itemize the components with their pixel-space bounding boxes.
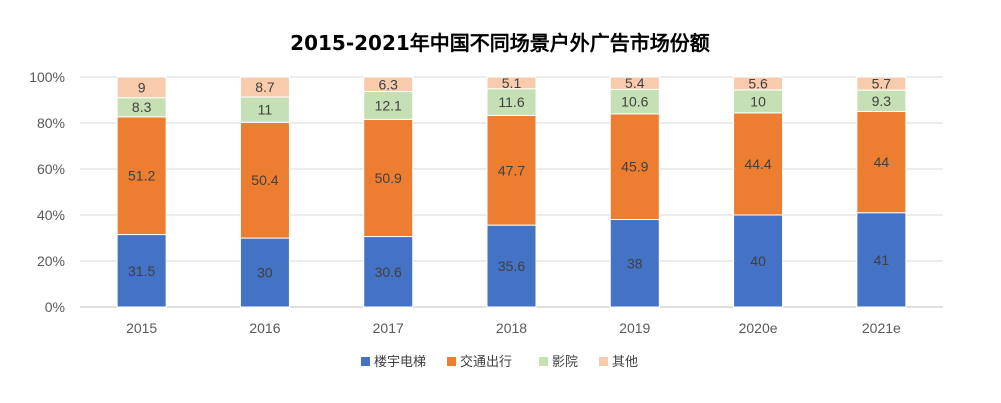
data-label: 10.6 — [621, 94, 648, 110]
y-tick-label: 0% — [45, 299, 65, 315]
bar-segment — [609, 88, 660, 115]
x-tick-label: 2017 — [373, 320, 404, 336]
legend-swatch — [599, 357, 608, 366]
bar-segment — [116, 76, 167, 99]
data-label: 40 — [750, 253, 766, 269]
bar-segment — [486, 224, 537, 308]
data-label: 35.6 — [498, 258, 525, 274]
legend-swatch — [539, 357, 548, 366]
bar-segment — [733, 214, 784, 308]
bar-segment — [239, 96, 290, 123]
data-label: 9 — [138, 79, 146, 95]
data-label: 9.3 — [872, 93, 892, 109]
data-label: 44.4 — [744, 156, 771, 172]
bar-segment — [116, 116, 167, 236]
data-label: 50.9 — [375, 170, 402, 186]
bar-segment — [116, 234, 167, 308]
legend-label: 交通出行 — [460, 354, 512, 370]
legend-swatch — [447, 357, 456, 366]
legend: 楼宇电梯 交通出行 影院 其他 — [361, 354, 638, 370]
bar-segment — [856, 76, 907, 91]
legend-label: 其他 — [612, 355, 638, 370]
bar-segment — [609, 76, 660, 90]
data-label: 11 — [258, 102, 273, 118]
y-tick-label: 20% — [37, 253, 65, 269]
chart-title: 2015-2021年中国不同场景户外广告市场份额 — [290, 31, 710, 55]
bar-segment — [733, 112, 784, 216]
bar-segment — [733, 76, 784, 91]
x-tick-label: 2021e — [862, 320, 901, 336]
data-label: 30 — [257, 265, 273, 281]
data-label: 30.6 — [375, 264, 402, 280]
data-label: 38 — [627, 255, 643, 271]
data-label: 5.1 — [502, 75, 522, 91]
data-label: 51.2 — [128, 168, 155, 184]
x-tick-label: 2015 — [126, 320, 157, 336]
legend-label: 楼宇电梯 — [374, 355, 426, 370]
bar-segment — [609, 113, 660, 221]
x-tick-label: 2019 — [619, 320, 650, 336]
bar-segment — [486, 76, 537, 90]
y-axis: 0% 20% 40% 60% 80% 100% — [29, 69, 65, 315]
data-label: 12.1 — [375, 97, 402, 113]
data-label: 41 — [874, 252, 890, 268]
y-tick-label: 60% — [37, 161, 65, 177]
data-label: 45.9 — [621, 159, 648, 175]
data-label: 8.7 — [255, 79, 275, 95]
data-label: 44 — [874, 154, 890, 170]
bar-segment — [856, 111, 907, 214]
data-label: 5.6 — [748, 75, 768, 91]
bar-segment — [486, 88, 537, 116]
bar-segment — [363, 91, 414, 120]
data-label: 50.4 — [251, 172, 278, 188]
bar-segment — [486, 114, 537, 226]
data-label: 10 — [750, 93, 766, 109]
data-label: 11.6 — [498, 94, 524, 110]
data-label: 8.3 — [132, 99, 152, 115]
data-label: 6.3 — [378, 76, 398, 92]
bar-segment — [363, 236, 414, 308]
y-tick-label: 40% — [37, 207, 65, 223]
data-label: 5.4 — [625, 75, 645, 91]
y-tick-label: 80% — [37, 115, 65, 131]
x-tick-label: 2018 — [496, 320, 527, 336]
bar-segment — [363, 76, 414, 93]
x-axis: 2015 2016 2017 2018 2019 2020e 2021e — [126, 320, 901, 336]
bars: 31.5 51.2 8.3 9 30 50.4 11 8.7 30.6 50.9 12.1 6.3 35… — [116, 75, 907, 308]
bar-segment — [856, 212, 907, 308]
bar-segment — [239, 76, 290, 98]
legend-swatch — [361, 357, 370, 366]
x-tick-label: 2020e — [739, 320, 778, 336]
data-label: 31.5 — [128, 263, 155, 279]
data-label: 47.7 — [498, 162, 525, 178]
legend-label: 影院 — [552, 355, 578, 370]
data-label: 5.7 — [872, 76, 892, 92]
y-tick-label: 100% — [29, 69, 65, 85]
x-tick-label: 2016 — [249, 320, 280, 336]
